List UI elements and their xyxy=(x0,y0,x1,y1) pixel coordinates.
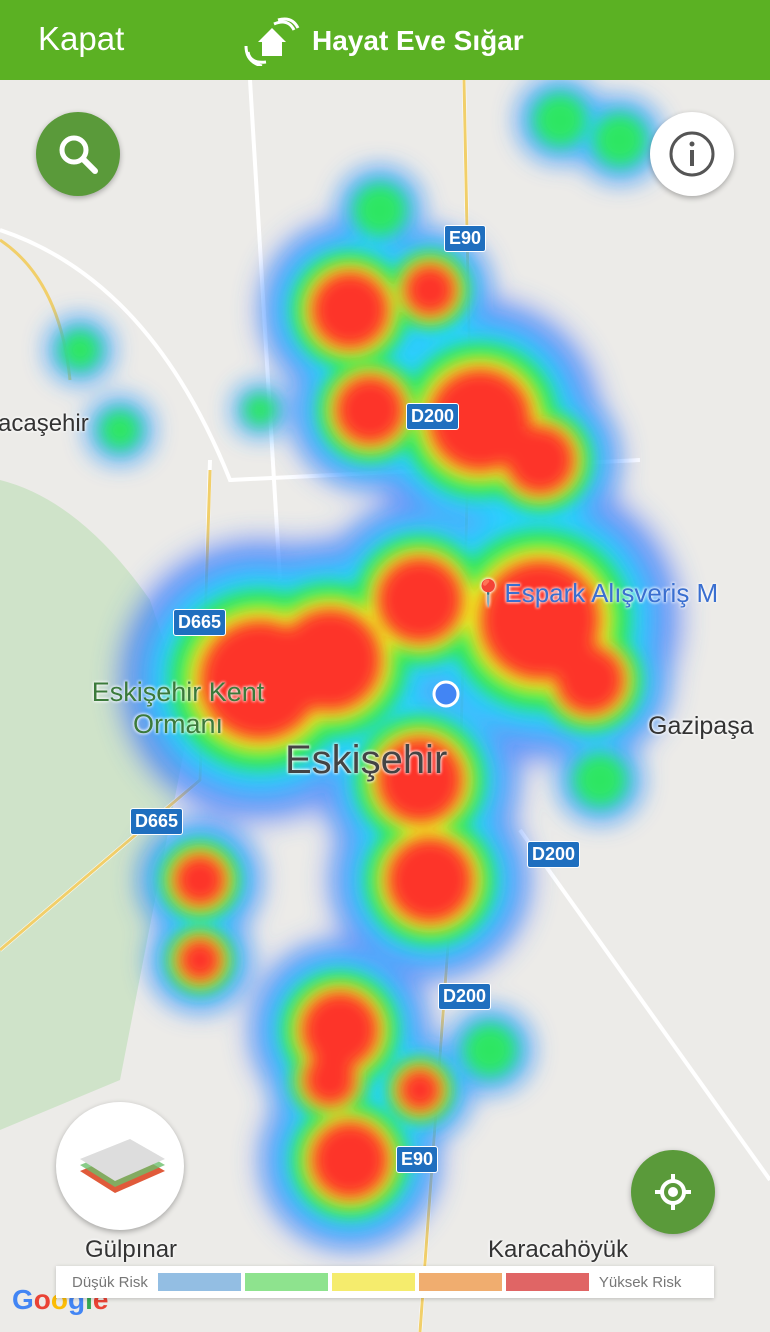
info-button[interactable] xyxy=(650,112,734,196)
road-shield: D200 xyxy=(406,403,460,430)
heat-blob xyxy=(60,330,100,370)
legend-swatch xyxy=(244,1273,328,1291)
road-shield: D200 xyxy=(438,983,492,1010)
heat-blob xyxy=(377,557,463,643)
place-label: Gazipaşa xyxy=(648,712,754,740)
map-canvas xyxy=(0,80,770,1332)
place-label: Eskişehir Kent Ormanı xyxy=(91,677,265,739)
risk-legend: Düşük Risk Yüksek Risk xyxy=(56,1266,714,1298)
app-brand: Hayat Eve Sığar xyxy=(244,16,524,66)
map-layers-icon xyxy=(80,1139,165,1193)
legend-swatch xyxy=(418,1273,502,1291)
legend-swatch xyxy=(157,1273,241,1291)
heat-blob xyxy=(311,1121,389,1199)
search-icon xyxy=(59,135,98,174)
place-label: Karacahöyük xyxy=(488,1236,629,1263)
top-bar: Kapat Hayat Eve Sığar xyxy=(0,0,770,80)
heat-blob xyxy=(244,394,276,426)
legend-swatch xyxy=(331,1273,415,1291)
heat-blob xyxy=(311,271,389,349)
place-label: Gülpınar xyxy=(85,1236,178,1263)
heat-blob xyxy=(480,560,600,680)
heat-blob xyxy=(534,94,586,146)
heat-blob xyxy=(377,737,463,823)
info-icon xyxy=(669,131,715,177)
road-shield: E90 xyxy=(396,1146,439,1173)
map-layers-button[interactable] xyxy=(56,1102,184,1230)
close-button[interactable]: Kapat xyxy=(38,20,125,57)
heatmap-map[interactable]: acaşehir 📍Espark Alışveriş M Eskişehir K… xyxy=(0,80,770,1332)
heat-blob xyxy=(594,114,646,166)
heat-blob xyxy=(429,369,531,471)
app-title: Hayat Eve Sığar xyxy=(312,25,524,56)
heat-blob xyxy=(464,1024,516,1076)
poi-label[interactable]: 📍Espark Alışveriş M xyxy=(472,578,719,608)
heat-blob xyxy=(336,376,404,444)
road-shield: D665 xyxy=(173,609,227,636)
forest-area xyxy=(0,480,190,1130)
place-label: acaşehir xyxy=(0,410,89,437)
heat-blob xyxy=(100,410,140,450)
heat-blob xyxy=(387,837,473,923)
heat-blob xyxy=(398,1068,442,1112)
heat-blob xyxy=(174,854,226,906)
heat-blob xyxy=(506,426,574,494)
city-label: Eskişehir xyxy=(285,738,448,782)
heat-blob xyxy=(404,264,456,316)
crosshair-icon xyxy=(655,1174,691,1210)
legend-low-label: Düşük Risk xyxy=(72,1273,148,1291)
shopping-pin-icon: 📍 xyxy=(472,578,505,608)
road-shield: E90 xyxy=(444,225,487,252)
heat-blob xyxy=(279,609,381,711)
heat-blob xyxy=(556,646,624,714)
legend-high-label: Yüksek Risk xyxy=(598,1273,682,1291)
road-shield: D665 xyxy=(130,808,184,835)
search-button[interactable] xyxy=(36,112,120,196)
heat-blob xyxy=(574,754,626,806)
house-hands-icon xyxy=(244,17,300,66)
heat-blob xyxy=(301,991,379,1069)
road-shield: D200 xyxy=(527,841,581,868)
heat-blob xyxy=(178,938,222,982)
legend-swatch xyxy=(505,1273,589,1291)
my-location-dot xyxy=(432,680,460,708)
locate-button[interactable] xyxy=(631,1150,715,1234)
heat-blob xyxy=(304,1054,356,1106)
heat-blob xyxy=(354,184,406,236)
